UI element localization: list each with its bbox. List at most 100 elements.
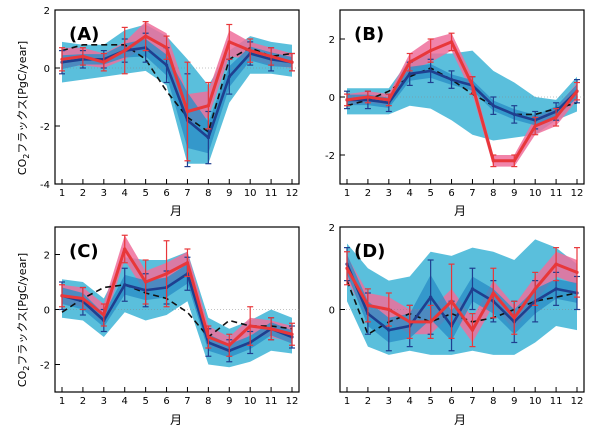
x-tick-label: 3 — [101, 188, 107, 199]
x-tick-label: 9 — [511, 396, 517, 407]
red-point — [491, 291, 495, 295]
x-tick-label: 5 — [142, 396, 148, 407]
x-tick-label: 11 — [265, 188, 278, 199]
red-point — [408, 320, 412, 324]
red-series-line — [61, 34, 293, 113]
x-tick-label: 3 — [386, 396, 392, 407]
red-point — [60, 294, 64, 298]
x-tick-label: 4 — [407, 188, 413, 199]
x-tick-label: 6 — [163, 188, 169, 199]
y-tick-label: 0 — [329, 306, 335, 317]
x-tick-label: 6 — [448, 188, 454, 199]
y-tick-label: -4 — [40, 180, 50, 191]
x-tick-label: 6 — [163, 396, 169, 407]
red-point — [387, 307, 391, 312]
x-tick-label: 12 — [571, 188, 584, 199]
red-point — [345, 98, 349, 102]
blue-point — [164, 63, 169, 67]
x-tick-label: 6 — [448, 396, 454, 407]
xlabel-c: 月 — [170, 413, 182, 427]
dashed-series-line — [61, 43, 293, 134]
panel-label: (C) — [69, 241, 99, 262]
y-tick-label: 2 — [329, 223, 335, 234]
blue-point — [408, 72, 412, 76]
red-point — [81, 54, 85, 59]
x-tick-label: 2 — [365, 188, 371, 199]
x-tick-label: 10 — [529, 188, 542, 199]
panel-label: (D) — [354, 241, 385, 262]
xlabel-b: 月 — [454, 204, 466, 218]
xlabel-d: 月 — [454, 413, 466, 427]
y-tick-label: 0 — [44, 306, 50, 317]
x-tick-label: 5 — [427, 396, 433, 407]
blue-point — [123, 283, 127, 287]
red-point — [470, 83, 475, 87]
blue-point — [470, 287, 475, 291]
red-point — [123, 247, 127, 251]
x-tick-label: 12 — [286, 188, 299, 199]
x-tick-label: 4 — [407, 396, 413, 407]
red-point — [144, 34, 148, 38]
red-point — [408, 60, 412, 64]
red-point — [290, 332, 294, 336]
x-tick-label: 8 — [205, 396, 211, 407]
red-point — [248, 324, 252, 328]
xlabel-a: 月 — [170, 204, 182, 218]
red-point — [185, 109, 190, 114]
red-point — [512, 316, 516, 320]
y-tick-label: -2 — [325, 151, 335, 162]
blue-inner-band — [62, 263, 292, 358]
ylabel-bottom: CO2フラックス[PgC/year] — [16, 253, 31, 387]
red-point — [554, 262, 558, 266]
x-tick-label: 9 — [226, 396, 232, 407]
red-point — [366, 95, 370, 99]
red-point — [449, 299, 454, 303]
red-point — [290, 60, 294, 64]
blue-series-line — [61, 46, 293, 139]
red-point — [206, 335, 210, 339]
x-tick-label: 9 — [226, 188, 232, 199]
x-tick-label: 3 — [386, 188, 392, 199]
panel-4: 021 2 3 4 5 6 7 8 9 10 11 12(D) — [329, 223, 585, 407]
x-tick-label: 9 — [511, 188, 517, 199]
red-series-line — [346, 40, 579, 163]
red-point — [81, 296, 85, 301]
x-tick-label: 1 — [344, 188, 350, 199]
red-series-line — [345, 262, 578, 332]
x-tick-label: 7 — [184, 396, 190, 407]
y-tick-label: 0 — [44, 64, 50, 75]
red-point — [248, 49, 252, 53]
x-tick-label: 8 — [205, 188, 211, 199]
blue-point — [491, 104, 495, 108]
axes-frame — [54, 9, 300, 185]
red-series-line — [61, 247, 293, 347]
blue-series-line — [61, 272, 293, 353]
x-tick-label: 5 — [142, 188, 148, 199]
y-tick-label: 2 — [44, 6, 50, 17]
red-band — [347, 33, 577, 167]
red-point — [345, 266, 349, 270]
y-tick-label: 2 — [329, 35, 335, 46]
blue-point — [554, 287, 558, 291]
blue-series-line — [347, 69, 578, 122]
x-tick-label: 2 — [80, 396, 86, 407]
x-tick-label: 4 — [122, 396, 128, 407]
x-tick-label: 11 — [265, 396, 278, 407]
y-tick-label: 0 — [329, 93, 335, 104]
x-tick-label: 8 — [490, 396, 496, 407]
red-point — [164, 272, 169, 276]
red-point — [206, 104, 210, 108]
dashed-series-line — [346, 67, 578, 116]
red-point — [533, 287, 537, 291]
x-tick-label: 2 — [80, 188, 86, 199]
blue-point — [429, 295, 433, 299]
x-tick-label: 3 — [101, 396, 107, 407]
red-point — [554, 115, 558, 119]
red-point — [449, 40, 454, 44]
x-tick-label: 5 — [427, 188, 433, 199]
red-point — [164, 46, 169, 50]
x-tick-label: 12 — [571, 396, 584, 407]
